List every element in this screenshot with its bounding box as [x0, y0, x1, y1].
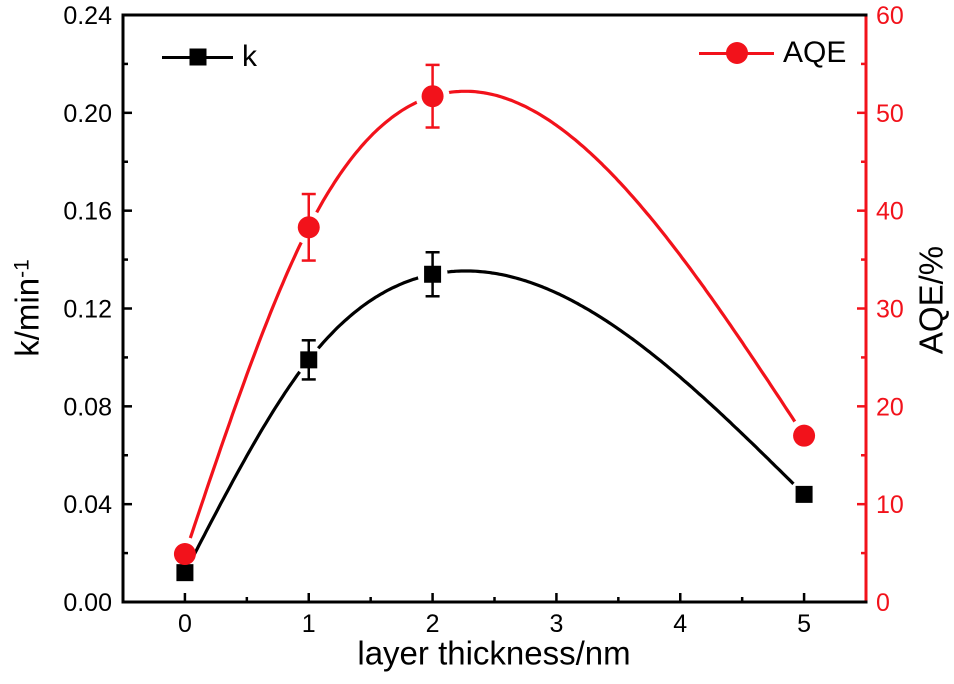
- left-tick-label: 0.04: [63, 491, 112, 519]
- k-legend-square-marker: [189, 48, 206, 66]
- data-point-k: [795, 485, 813, 503]
- left-axis-title-base: k/min: [8, 277, 46, 357]
- right-tick-label: 20: [876, 393, 904, 421]
- series-aqe: [173, 63, 816, 566]
- x-tick-label: 4: [673, 610, 687, 638]
- data-point-aqe: [173, 543, 196, 566]
- data-point-aqe: [421, 85, 444, 108]
- aqe-legend-circle-marker: [725, 42, 748, 64]
- x-tick-label: 2: [426, 610, 440, 638]
- series-line-aqe: [183, 89, 806, 555]
- k-legend-line: [162, 48, 233, 66]
- series-k: [176, 250, 813, 582]
- left-tick-label: 0.12: [63, 296, 112, 324]
- data-point-k: [300, 351, 318, 369]
- x-tick-label: 5: [797, 610, 811, 638]
- right-tick-label: 50: [876, 100, 904, 128]
- aqe-legend-label: AQE: [783, 36, 847, 69]
- data-point-k: [424, 265, 442, 283]
- right-tick-label: 40: [876, 198, 904, 226]
- x-tick-label: 3: [549, 610, 563, 638]
- left-tick-label: 0.08: [63, 393, 112, 421]
- left-tick-label: 0.16: [63, 198, 112, 226]
- k-legend-label: k: [242, 40, 257, 73]
- data-point-k: [176, 564, 194, 582]
- left-tick-label: 0.20: [63, 100, 112, 128]
- legend-item-k[interactable]: k: [162, 40, 257, 73]
- data-point-aqe: [297, 216, 320, 239]
- right-tick-label: 10: [876, 491, 904, 519]
- aqe-legend-line: [699, 42, 774, 64]
- right-tick-label: 60: [876, 2, 904, 30]
- data-point-aqe: [793, 424, 816, 447]
- left-axis-title: k/min-1: [8, 259, 46, 357]
- left-tick-label: 0.00: [63, 589, 112, 617]
- left-axis-title-superscript: -1: [10, 259, 34, 278]
- x-tick-label: 1: [302, 610, 316, 638]
- legend-item-aqe[interactable]: AQE: [699, 36, 847, 69]
- x-axis-title: layer thickness/nm: [357, 634, 631, 672]
- left-tick-label: 0.24: [63, 2, 112, 30]
- right-tick-label: 0: [876, 589, 890, 617]
- right-tick-label: 30: [876, 296, 904, 324]
- x-tick-label: 0: [178, 610, 192, 638]
- series-line-k: [183, 269, 806, 574]
- right-axis-title: AQE/%: [912, 245, 950, 355]
